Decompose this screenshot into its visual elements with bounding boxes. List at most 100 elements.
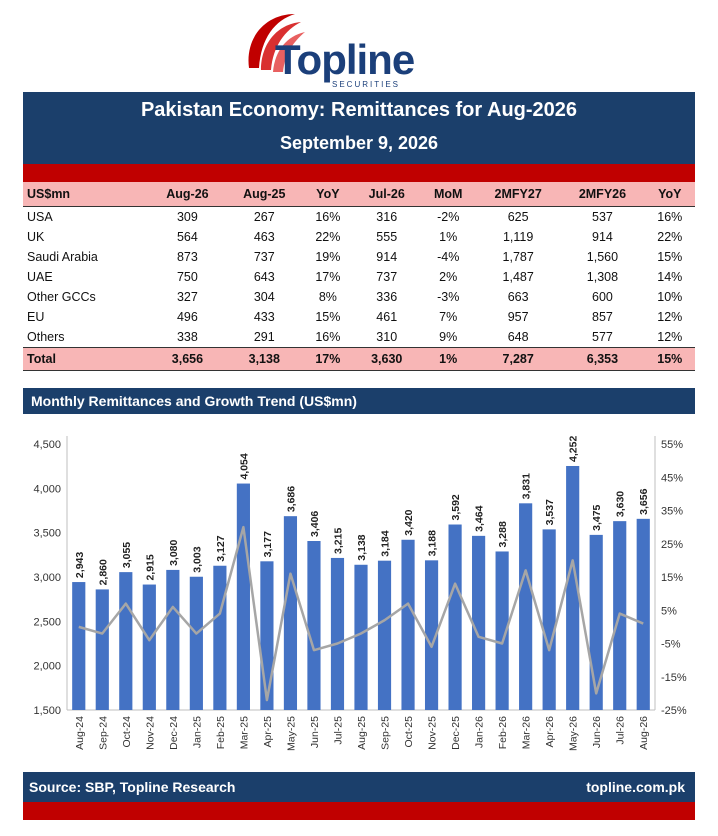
table-cell: 316 (376, 210, 398, 224)
x-tick-label: Dec-24 (168, 716, 180, 750)
footer-red-band (23, 802, 695, 820)
x-tick-label: Jan-26 (474, 716, 486, 748)
x-tick-label: Jul-25 (332, 716, 344, 745)
bar (636, 518, 650, 710)
column-header: Aug-25 (225, 182, 303, 207)
table-cell: 16% (315, 330, 341, 344)
table-cell: 750 (176, 270, 198, 284)
y-tick-label: 2,000 (33, 661, 61, 673)
y2-tick-label: 15% (661, 572, 683, 584)
y2-tick-label: -5% (661, 639, 681, 651)
y-tick-label: 4,000 (33, 483, 61, 495)
y-tick-label: 2,500 (33, 616, 61, 628)
column-header: MoM (420, 182, 477, 207)
column-header: 2MFY27 (476, 182, 561, 207)
table-row: USA 309 267 16% 316 -2% 625 537 16% (23, 207, 695, 228)
topline-logo: Topline SECURITIES (235, 8, 445, 89)
growth-line (78, 525, 644, 702)
footer-band: Source: SBP, Topline Research topline.co… (23, 772, 695, 802)
bar (166, 569, 180, 710)
table-cell: 309 (176, 210, 198, 224)
table-cell: 737 (253, 250, 275, 264)
x-tick-label: Nov-25 (427, 716, 439, 750)
brand-tagline: SECURITIES (332, 80, 401, 89)
table-cell: 12% (657, 330, 683, 344)
bar-data-label: 3,215 (332, 528, 344, 554)
y-tick-label: 3,500 (33, 528, 61, 540)
table-cell: 3,138 (225, 347, 303, 371)
table-cell: 17% (302, 347, 354, 371)
table-row: Saudi Arabia 873 737 19% 914 -4% 1,787 1… (23, 247, 695, 267)
source-note: Source: SBP, Topline Research (29, 779, 236, 795)
table-cell: 7% (439, 310, 458, 324)
table-cell: 496 (176, 310, 198, 324)
bar-data-label: 3,177 (262, 531, 274, 557)
x-tick-label: Jan-25 (191, 716, 203, 748)
x-tick-label: Sep-25 (380, 716, 392, 750)
bar (307, 541, 321, 710)
table-cell: -4% (437, 250, 460, 264)
x-tick-label: Mar-26 (521, 716, 533, 749)
bar (119, 572, 133, 710)
title-band: Pakistan Economy: Remittances for Aug-20… (23, 92, 695, 164)
table-cell: 463 (253, 230, 275, 244)
table-cell: 14% (657, 270, 683, 284)
table-cell: 957 (507, 310, 529, 324)
table-cell: 6,353 (560, 347, 645, 371)
x-tick-label: Aug-26 (638, 716, 650, 750)
bar (283, 516, 298, 710)
bar-data-label: 3,080 (168, 539, 180, 565)
bar-data-label: 3,406 (309, 511, 321, 537)
table-cell: UAE (27, 270, 53, 284)
x-tick-label: Jun-25 (309, 716, 321, 748)
table-cell: 336 (376, 290, 398, 304)
table-cell: 10% (657, 290, 683, 304)
bar (189, 576, 203, 710)
bar-data-label: 2,943 (74, 552, 86, 578)
table-row: EU 496 433 15% 461 7% 957 857 12% (23, 307, 695, 327)
table-cell: 564 (176, 230, 198, 244)
table-cell: 1,119 (502, 230, 534, 244)
table-cell: 19% (315, 250, 341, 264)
table-cell: -2% (437, 210, 460, 224)
x-tick-label: Feb-25 (215, 716, 227, 749)
table-cell: 625 (507, 210, 529, 224)
y-tick-label: 3,000 (33, 572, 61, 584)
bar-data-label: 4,252 (568, 436, 580, 462)
bar-data-label: 3,464 (474, 505, 486, 531)
y2-tick-label: 45% (661, 472, 683, 484)
table-cell: 12% (657, 310, 683, 324)
y2-tick-label: -25% (661, 705, 687, 717)
website-link[interactable]: topline.com.pk (586, 779, 685, 795)
bar (589, 534, 603, 710)
y2-tick-label: 25% (661, 539, 683, 551)
bar (260, 561, 274, 710)
column-header: YoY (644, 182, 695, 207)
bar (236, 483, 250, 710)
table-cell: 433 (253, 310, 275, 324)
remittances-table: US$mn Aug-26 Aug-25 YoY Jul-26 MoM 2MFY2… (23, 182, 695, 371)
table-cell: 3,630 (353, 347, 421, 371)
table-cell: 327 (176, 290, 198, 304)
bar (72, 582, 86, 710)
table-cell: 22% (315, 230, 341, 244)
table-cell: 873 (176, 250, 198, 264)
chart-section-title: Monthly Remittances and Growth Trend (US… (31, 393, 357, 409)
column-header: YoY (302, 182, 354, 207)
column-header: Aug-26 (149, 182, 226, 207)
bar-data-label: 3,686 (285, 486, 297, 512)
x-tick-label: Aug-24 (74, 716, 86, 750)
x-tick-label: Oct-25 (403, 716, 415, 748)
bar-data-label: 4,054 (238, 453, 250, 479)
table-cell: 648 (507, 330, 529, 344)
bar-data-label: 3,188 (427, 530, 439, 556)
table-cell: 537 (592, 210, 613, 224)
report-title: Pakistan Economy: Remittances for Aug-20… (140, 99, 578, 121)
bar-data-label: 3,127 (215, 535, 227, 561)
table-cell: 310 (376, 330, 398, 344)
bar (401, 539, 415, 710)
x-tick-label: Apr-26 (544, 716, 556, 748)
bar-data-label: 3,831 (521, 473, 533, 499)
bar (495, 551, 509, 710)
table-cell: 15% (644, 347, 695, 371)
